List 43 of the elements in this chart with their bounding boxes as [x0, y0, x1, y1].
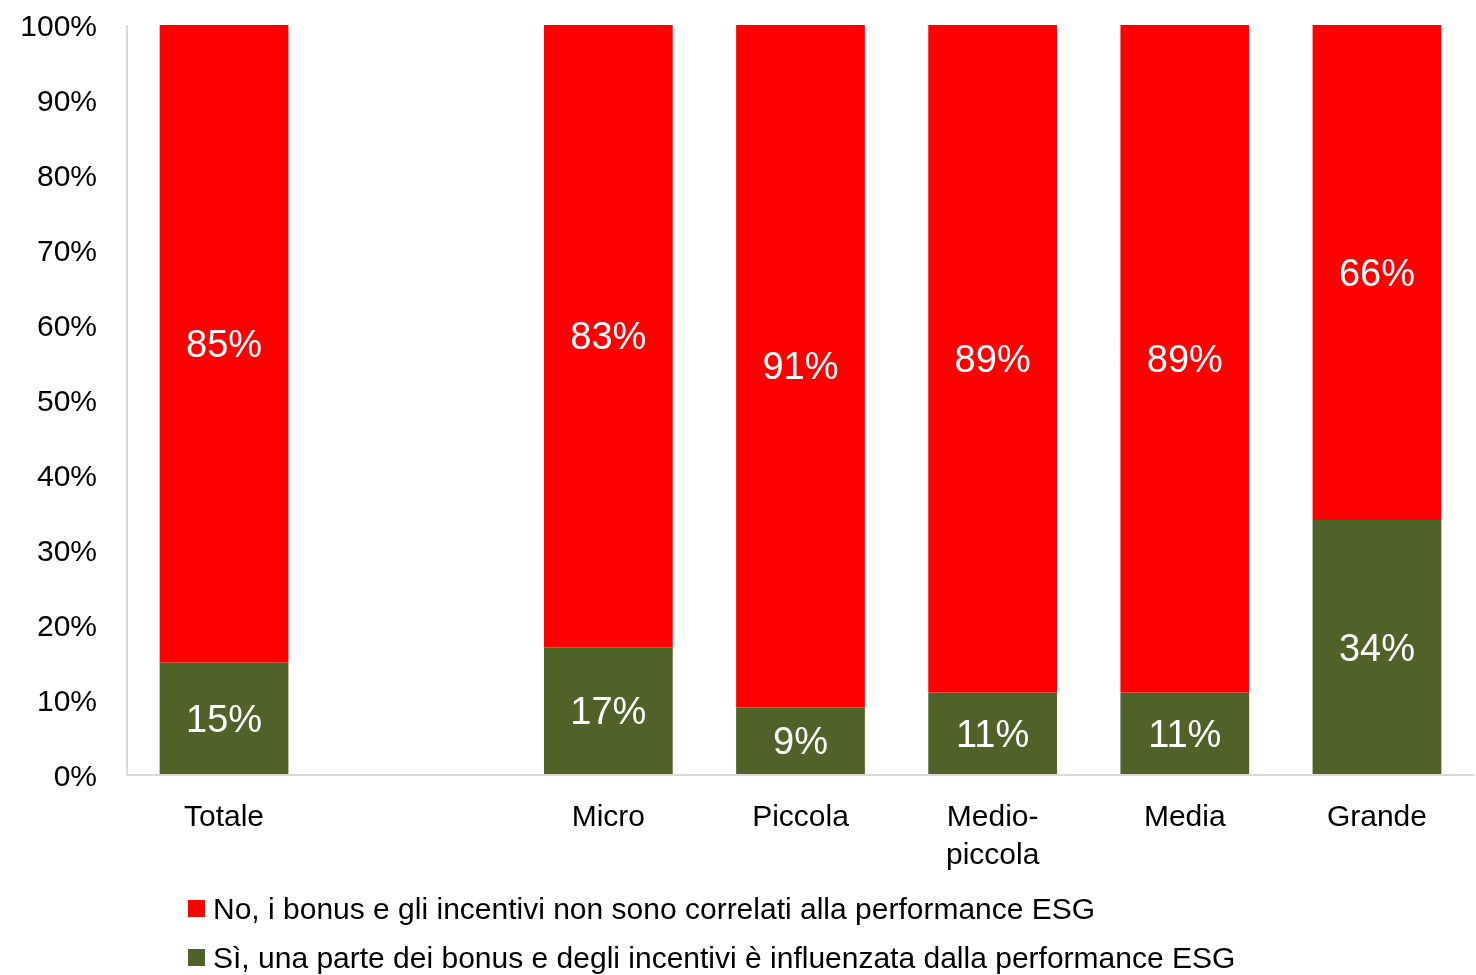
y-tick-label: 0% — [53, 758, 97, 792]
bar — [736, 707, 865, 775]
y-tick-label: 100% — [20, 8, 97, 42]
x-tick-label: Micro — [571, 798, 646, 832]
bar — [928, 25, 1058, 693]
data-label: 17% — [570, 690, 647, 733]
y-tick-label: 30% — [36, 533, 97, 567]
bar — [1312, 520, 1442, 775]
x-tick-label: Piccola — [752, 798, 850, 832]
data-label: 89% — [954, 337, 1031, 380]
bar — [543, 647, 673, 775]
x-tick-label: Grande — [1326, 798, 1427, 832]
data-label: 91% — [762, 345, 839, 388]
x-tick-label: Medio-piccola — [945, 798, 1040, 870]
y-tick-label: 10% — [36, 683, 97, 717]
data-label: 85% — [186, 322, 263, 365]
bar — [159, 25, 289, 663]
x-tick-label: Totale — [184, 798, 265, 832]
legend-label: Sì, una parte dei bonus e degli incentivi è influenzata dalla performance ESG — [213, 940, 1236, 974]
data-label: 83% — [570, 315, 647, 358]
bar — [1120, 25, 1250, 693]
bar — [736, 25, 865, 708]
y-tick-label: 70% — [36, 233, 97, 267]
data-label: 66% — [1338, 251, 1415, 294]
y-tick-label: 90% — [36, 83, 97, 117]
bar — [543, 25, 673, 648]
data-label: 11% — [1148, 712, 1222, 755]
legend-label: No, i bonus e gli incentivi non sono correlati alla performance ESG — [213, 891, 1096, 925]
y-tick-label: 20% — [36, 608, 97, 642]
bar — [1312, 25, 1442, 520]
x-tick-label: Media — [1143, 798, 1226, 832]
bar — [928, 692, 1058, 775]
data-label: 15% — [186, 697, 263, 740]
y-tick-label: 50% — [36, 383, 97, 417]
data-label: 11% — [956, 712, 1030, 755]
data-label: 9% — [773, 720, 828, 763]
y-tick-label: 80% — [36, 158, 97, 192]
y-tick-label: 40% — [36, 458, 97, 492]
data-label: 89% — [1146, 337, 1223, 380]
bar — [1120, 692, 1250, 775]
y-tick-label: 60% — [36, 308, 97, 342]
data-label: 34% — [1338, 626, 1415, 669]
bar — [159, 662, 289, 775]
